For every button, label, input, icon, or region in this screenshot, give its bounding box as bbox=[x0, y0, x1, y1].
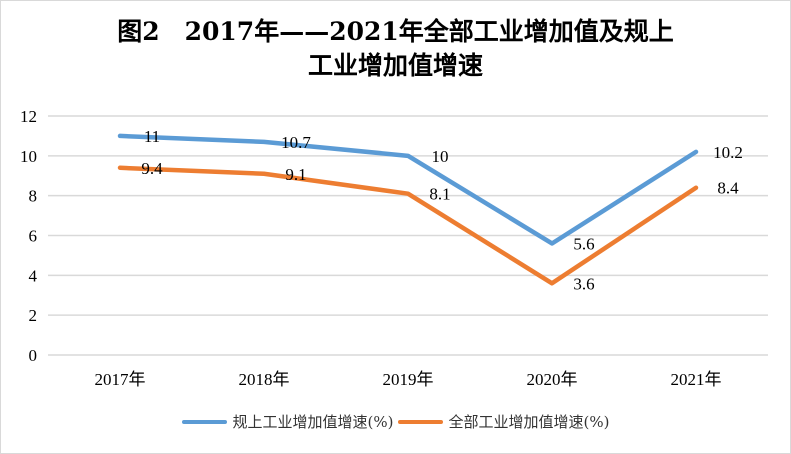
chart-title-line-2: 工业增加值增速 bbox=[307, 51, 483, 80]
legend-item-series-2: 全部工业增加值增速(%) bbox=[397, 411, 610, 432]
x-tick-label: 2020年 bbox=[527, 370, 578, 389]
y-tick-label: 2 bbox=[29, 306, 38, 325]
legend-swatch-series-1 bbox=[181, 419, 227, 424]
y-tick-label: 0 bbox=[29, 346, 38, 365]
y-tick-label: 8 bbox=[29, 187, 38, 206]
data-label: 10.2 bbox=[713, 143, 743, 162]
legend-swatch-series-2 bbox=[397, 419, 443, 424]
data-label: 10.7 bbox=[281, 133, 311, 152]
series-line-1 bbox=[117, 133, 699, 246]
x-tick-label: 2017年 bbox=[95, 370, 146, 389]
data-label: 9.4 bbox=[141, 159, 163, 178]
data-label: 5.6 bbox=[573, 234, 594, 253]
legend-label-series-2: 全部工业增加值增速(%) bbox=[448, 413, 610, 431]
data-label: 8.1 bbox=[429, 185, 450, 204]
chart-title: 图2 2017年——2021年全部工业增加值及规上 工业增加值增速 bbox=[1, 15, 790, 83]
y-tick-label: 10 bbox=[20, 147, 37, 166]
data-label: 8.4 bbox=[717, 179, 739, 198]
legend-item-series-1: 规上工业增加值增速(%) bbox=[181, 411, 394, 432]
data-label: 9.1 bbox=[285, 165, 306, 184]
legend-label-series-1: 规上工业增加值增速(%) bbox=[232, 413, 394, 431]
y-tick-label: 12 bbox=[20, 107, 37, 126]
series-line-2 bbox=[117, 165, 699, 286]
legend: 规上工业增加值增速(%) 全部工业增加值增速(%) bbox=[1, 411, 790, 432]
x-tick-label: 2018年 bbox=[239, 370, 290, 389]
x-tick-label: 2021年 bbox=[671, 370, 722, 389]
chart-title-line-1: 图2 2017年——2021年全部工业增加值及规上 bbox=[117, 17, 674, 46]
x-tick-label: 2019年 bbox=[383, 370, 434, 389]
y-tick-label: 4 bbox=[29, 266, 38, 285]
data-label: 10 bbox=[432, 147, 449, 166]
y-tick-label: 6 bbox=[29, 227, 38, 246]
data-label: 11 bbox=[144, 127, 160, 146]
data-label: 3.6 bbox=[573, 274, 594, 293]
